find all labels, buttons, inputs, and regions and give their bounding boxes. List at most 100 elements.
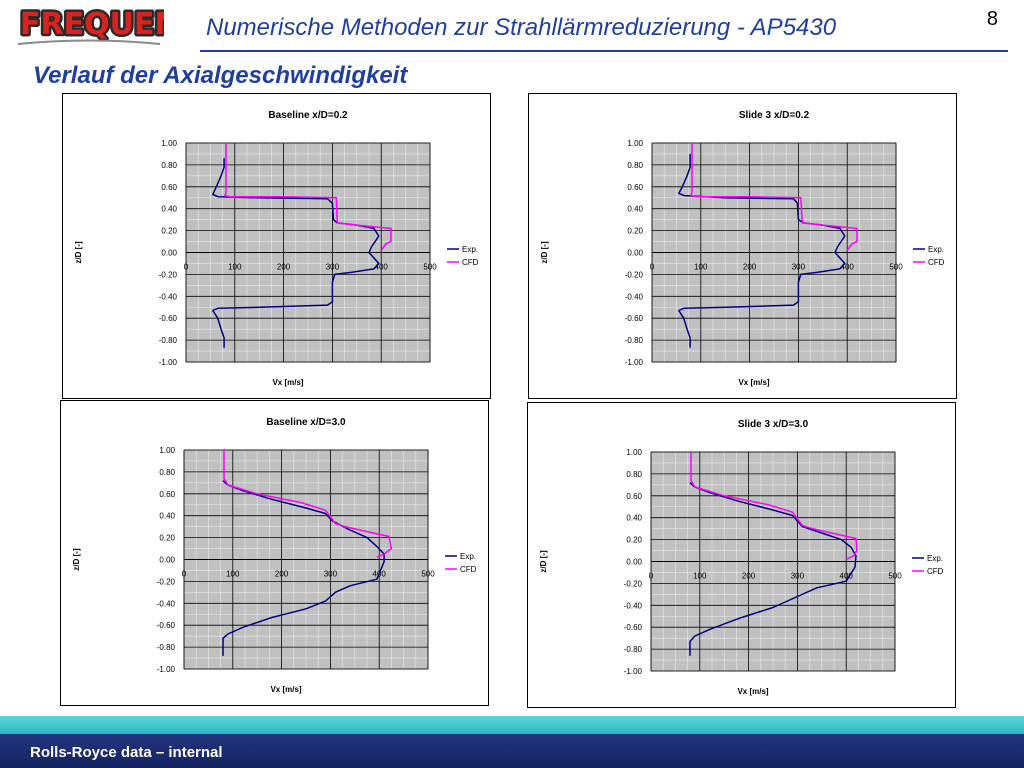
legend-label: CFD [462,258,479,267]
y-tick-label: 1.00 [627,139,643,148]
legend-label: CFD [460,565,477,574]
y-axis-label: z/D [-] [74,241,83,264]
y-tick-label: 1.00 [626,448,642,457]
x-tick-label: 500 [421,570,435,579]
legend-box [909,549,955,581]
y-tick-label: -0.80 [159,336,178,345]
x-tick-label: 0 [650,263,655,272]
y-tick-label: 0.40 [626,514,642,523]
series-line-exp [222,480,385,656]
legend-box [444,240,490,272]
chart-title: Baseline x/D=0.2 [268,110,348,121]
chart-baseline-xd-3-0: Baseline x/D=3.0 1.00 0.80 0.60 0.40 0.20 0.00… [60,400,489,706]
y-tick-label: 0.20 [626,536,642,545]
chart-title: Slide 3 x/D=3.0 [738,419,809,430]
x-tick-label: 0 [649,572,654,581]
legend-label: Exp. [460,552,476,561]
y-tick-label: 0.00 [159,556,175,565]
page-number: 8 [986,8,998,30]
y-tick-label: -0.40 [157,599,176,608]
x-tick-label: 200 [277,263,291,272]
series-line-cfd [223,450,393,558]
series-line-cfd [224,143,392,251]
series-line-cfd [690,452,858,560]
x-axis-label: Vx [m/s] [272,378,303,387]
y-tick-label: 1.00 [161,139,177,148]
y-tick-label: -1.00 [625,358,644,367]
x-tick-label: 100 [693,572,707,581]
x-tick-label: 300 [791,572,805,581]
legend-label: Exp. [462,245,478,254]
y-tick-label: 0.20 [627,227,643,236]
footer-text: Rolls-Royce data – internal [30,744,223,761]
x-axis-label: Vx [m/s] [270,685,301,694]
y-tick-label: 0.20 [159,534,175,543]
x-tick-label: 300 [324,570,338,579]
x-tick-label: 200 [742,572,756,581]
y-tick-label: 0.00 [627,249,643,258]
chart-title: Baseline x/D=3.0 [266,417,346,428]
legend-label: CFD [928,258,945,267]
y-tick-label: 0.40 [161,205,177,214]
y-tick-label: -1.00 [624,667,643,676]
x-tick-label: 0 [182,570,187,579]
chart-slide3-xd-3-0: Slide 3 x/D=3.0 1.00 0.80 0.60 0.40 0.20 0.00 -… [527,402,956,708]
x-axis-label: Vx [m/s] [738,378,769,387]
y-tick-label: 0.80 [626,470,642,479]
y-tick-label: -0.20 [157,577,176,586]
y-tick-label: -1.00 [159,358,178,367]
y-tick-label: 0.40 [627,205,643,214]
y-tick-label: 0.80 [627,161,643,170]
y-axis-label: z/D [-] [540,241,549,264]
x-tick-label: 0 [184,263,189,272]
y-axis-label: z/D [-] [539,550,548,573]
frequenz-logo: FREQUENZ FREQUENZ [18,5,164,45]
y-tick-label: -0.40 [625,292,644,301]
y-tick-label: -0.60 [159,314,178,323]
x-tick-label: 400 [840,572,854,581]
footer-accent-band [0,716,1024,734]
y-tick-label: -1.00 [157,665,176,674]
x-tick-label: 300 [326,263,340,272]
chart-title: Slide 3 x/D=0.2 [739,110,810,121]
y-tick-label: -0.60 [157,621,176,630]
y-tick-label: -0.60 [624,623,643,632]
y-tick-label: -0.80 [624,645,643,654]
legend-label: Exp. [927,554,943,563]
header-divider [200,50,1008,52]
y-tick-label: -0.20 [625,270,644,279]
y-tick-label: 0.60 [626,492,642,501]
y-tick-label: 0.60 [161,183,177,192]
y-tick-label: 0.80 [159,468,175,477]
y-tick-label: -0.20 [624,579,643,588]
header-title: Numerische Methoden zur Strahllärmreduzi… [206,14,837,41]
y-tick-label: -0.20 [159,270,178,279]
x-tick-label: 500 [423,263,437,272]
y-tick-label: 0.80 [161,161,177,170]
x-tick-label: 500 [888,572,902,581]
y-tick-label: 0.20 [161,227,177,236]
y-tick-label: -0.80 [625,336,644,345]
y-tick-label: -0.80 [157,643,176,652]
series-line-exp [212,158,380,348]
y-tick-label: 0.40 [159,512,175,521]
y-tick-label: 0.00 [626,558,642,567]
x-tick-label: 300 [792,263,806,272]
y-tick-label: 0.60 [627,183,643,192]
y-tick-label: -0.40 [159,292,178,301]
chart-slide3-xd-0-2: Slide 3 x/D=0.2 1.00 0.80 0.60 0.40 0.20 0.00 -… [528,93,957,399]
footer-bar [0,734,1024,768]
x-tick-label: 100 [226,570,240,579]
svg-text:FREQUENZ: FREQUENZ [20,7,164,42]
y-tick-label: 1.00 [159,446,175,455]
x-tick-label: 400 [841,263,855,272]
svg-text:FREQUENZ: FREQUENZ [20,7,164,42]
series-line-exp [689,482,857,656]
x-tick-label: 100 [228,263,242,272]
y-tick-label: -0.40 [624,601,643,610]
y-tick-label: 0.00 [161,249,177,258]
legend-label: CFD [927,567,944,576]
x-tick-label: 200 [743,263,757,272]
legend-label: Exp. [928,245,944,254]
x-tick-label: 100 [694,263,708,272]
